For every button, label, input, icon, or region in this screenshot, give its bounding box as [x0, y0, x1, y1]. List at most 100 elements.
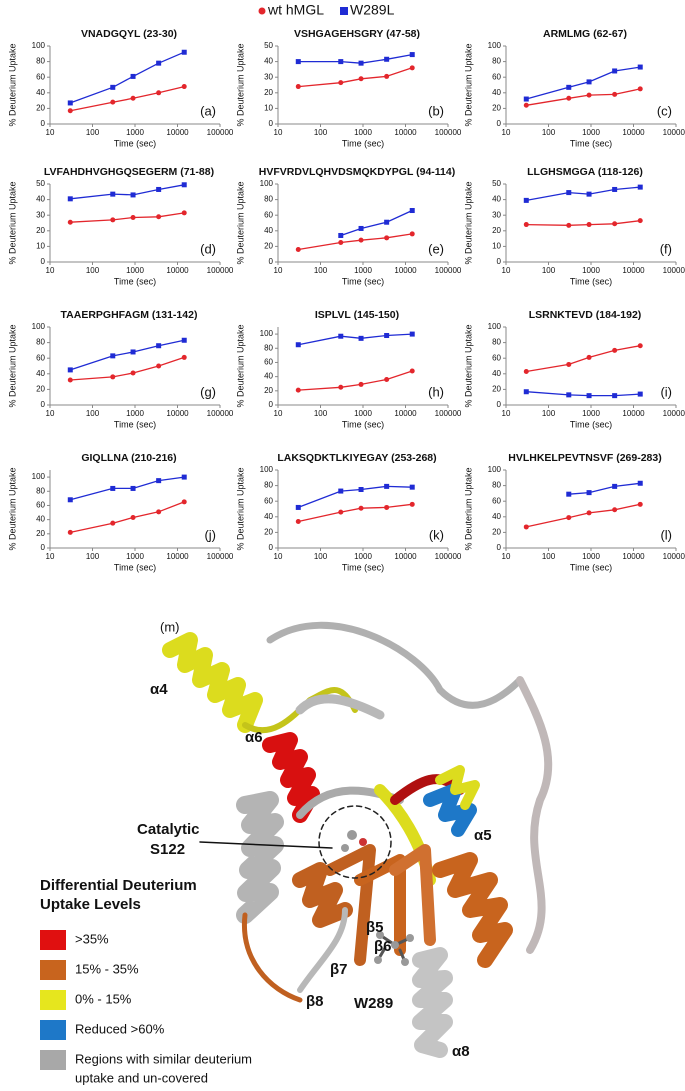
- data-point: [409, 368, 415, 374]
- y-tick-label: 20: [492, 104, 501, 113]
- protein-structure: [162, 621, 553, 1058]
- data-point: [566, 84, 572, 90]
- panel-label: (i): [660, 384, 672, 399]
- data-point: [156, 343, 162, 349]
- y-tick-label: 30: [264, 72, 273, 81]
- legend-label: uptake and un-covered: [75, 1070, 208, 1085]
- x-tick-label: 1000: [582, 409, 600, 418]
- y-tick-label: 0: [497, 119, 502, 128]
- x-tick-label: 10000: [394, 409, 417, 418]
- data-point: [637, 480, 643, 486]
- x-tick-label: 10000: [394, 552, 417, 561]
- data-point: [358, 381, 364, 387]
- data-point: [338, 488, 344, 494]
- chart-title: VNADGQYL (23-30): [81, 28, 177, 40]
- panel-label: (a): [200, 103, 216, 118]
- y-tick-label: 20: [492, 385, 501, 394]
- series-line: [70, 212, 185, 223]
- structure-label: Catalytic: [137, 821, 200, 838]
- data-point: [181, 84, 187, 90]
- x-axis-label: Time (sec): [342, 138, 384, 148]
- y-tick-label: 20: [264, 528, 273, 537]
- data-point: [566, 222, 572, 228]
- data-point: [338, 59, 344, 65]
- data-point: [637, 184, 643, 190]
- y-tick-label: 0: [41, 543, 46, 552]
- x-tick-label: 100000: [663, 409, 685, 418]
- structure-label: α4: [150, 681, 168, 698]
- x-axis-label: Time (sec): [570, 276, 612, 286]
- x-axis-label: Time (sec): [114, 419, 156, 429]
- y-tick-label: 40: [492, 195, 501, 204]
- data-point: [384, 483, 390, 489]
- data-point: [566, 190, 572, 196]
- chart-title: ARMLMG (62-67): [543, 28, 627, 40]
- data-point: [67, 529, 73, 535]
- data-point: [358, 487, 364, 492]
- y-tick-label: 0: [41, 119, 46, 128]
- x-tick-label: 100: [314, 409, 328, 418]
- data-point: [156, 478, 162, 484]
- data-point: [409, 208, 415, 214]
- panel-label: (f): [660, 241, 672, 256]
- y-tick-label: 50: [264, 41, 273, 50]
- y-tick-label: 80: [492, 481, 501, 490]
- y-tick-label: 100: [488, 322, 502, 331]
- x-tick-label: 1000: [582, 128, 600, 137]
- data-point: [358, 225, 364, 231]
- data-point: [586, 79, 592, 85]
- y-axis-label: % Deuterium Uptake: [235, 43, 245, 126]
- data-point: [67, 100, 73, 106]
- x-tick-label: 10: [274, 409, 283, 418]
- data-point: [295, 342, 301, 348]
- series-line: [298, 503, 413, 523]
- y-tick-label: 100: [260, 179, 274, 188]
- y-tick-label: 60: [264, 210, 273, 219]
- chart-title: HVLHKELPEVTNSVF (269-283): [508, 452, 661, 464]
- y-tick-label: 60: [492, 72, 501, 81]
- panel-label: (c): [657, 103, 672, 118]
- legend-title: Differential Deuterium: [40, 877, 197, 894]
- legend-marker: [258, 7, 266, 15]
- y-axis-label: % Deuterium Uptake: [7, 43, 17, 126]
- panel-label: (j): [204, 527, 216, 542]
- data-point: [110, 84, 116, 90]
- y-tick-label: 10: [492, 242, 501, 251]
- panel-label: (b): [428, 103, 444, 118]
- y-tick-label: 80: [492, 338, 501, 347]
- x-tick-label: 1000: [126, 552, 144, 561]
- legend-swatch: [40, 990, 66, 1010]
- data-point: [295, 84, 301, 90]
- y-tick-label: 40: [264, 512, 273, 521]
- chart-title: ISPLVL (145-150): [315, 309, 399, 321]
- data-point: [156, 90, 162, 96]
- series-line: [526, 220, 641, 226]
- data-point: [384, 333, 390, 339]
- data-point: [384, 73, 390, 79]
- x-tick-label: 100000: [663, 128, 685, 137]
- legend-swatch: [40, 1050, 66, 1070]
- series-line: [298, 370, 413, 391]
- data-point: [409, 331, 415, 337]
- data-point: [156, 60, 162, 66]
- data-point: [156, 186, 162, 192]
- x-axis-label: Time (sec): [342, 419, 384, 429]
- x-tick-label: 1000: [354, 266, 372, 275]
- chart-title: LLGHSMGGA (118-126): [527, 166, 643, 178]
- y-tick-label: 20: [492, 226, 501, 235]
- panel-label: (d): [200, 241, 216, 256]
- data-point: [295, 247, 301, 253]
- data-point: [523, 197, 529, 203]
- y-tick-label: 50: [492, 179, 501, 188]
- x-tick-label: 10: [274, 552, 283, 561]
- data-point: [358, 505, 364, 511]
- series-line: [298, 233, 413, 251]
- y-tick-label: 80: [36, 486, 45, 495]
- y-tick-label: 80: [36, 338, 45, 347]
- chart-title: LAKSQDKTLKIYEGAY (253-268): [277, 452, 436, 464]
- legend-marker: [340, 7, 348, 15]
- x-tick-label: 10: [274, 266, 283, 275]
- y-tick-label: 60: [36, 353, 45, 362]
- legend-label: 15% - 35%: [75, 961, 139, 976]
- data-point: [130, 515, 136, 521]
